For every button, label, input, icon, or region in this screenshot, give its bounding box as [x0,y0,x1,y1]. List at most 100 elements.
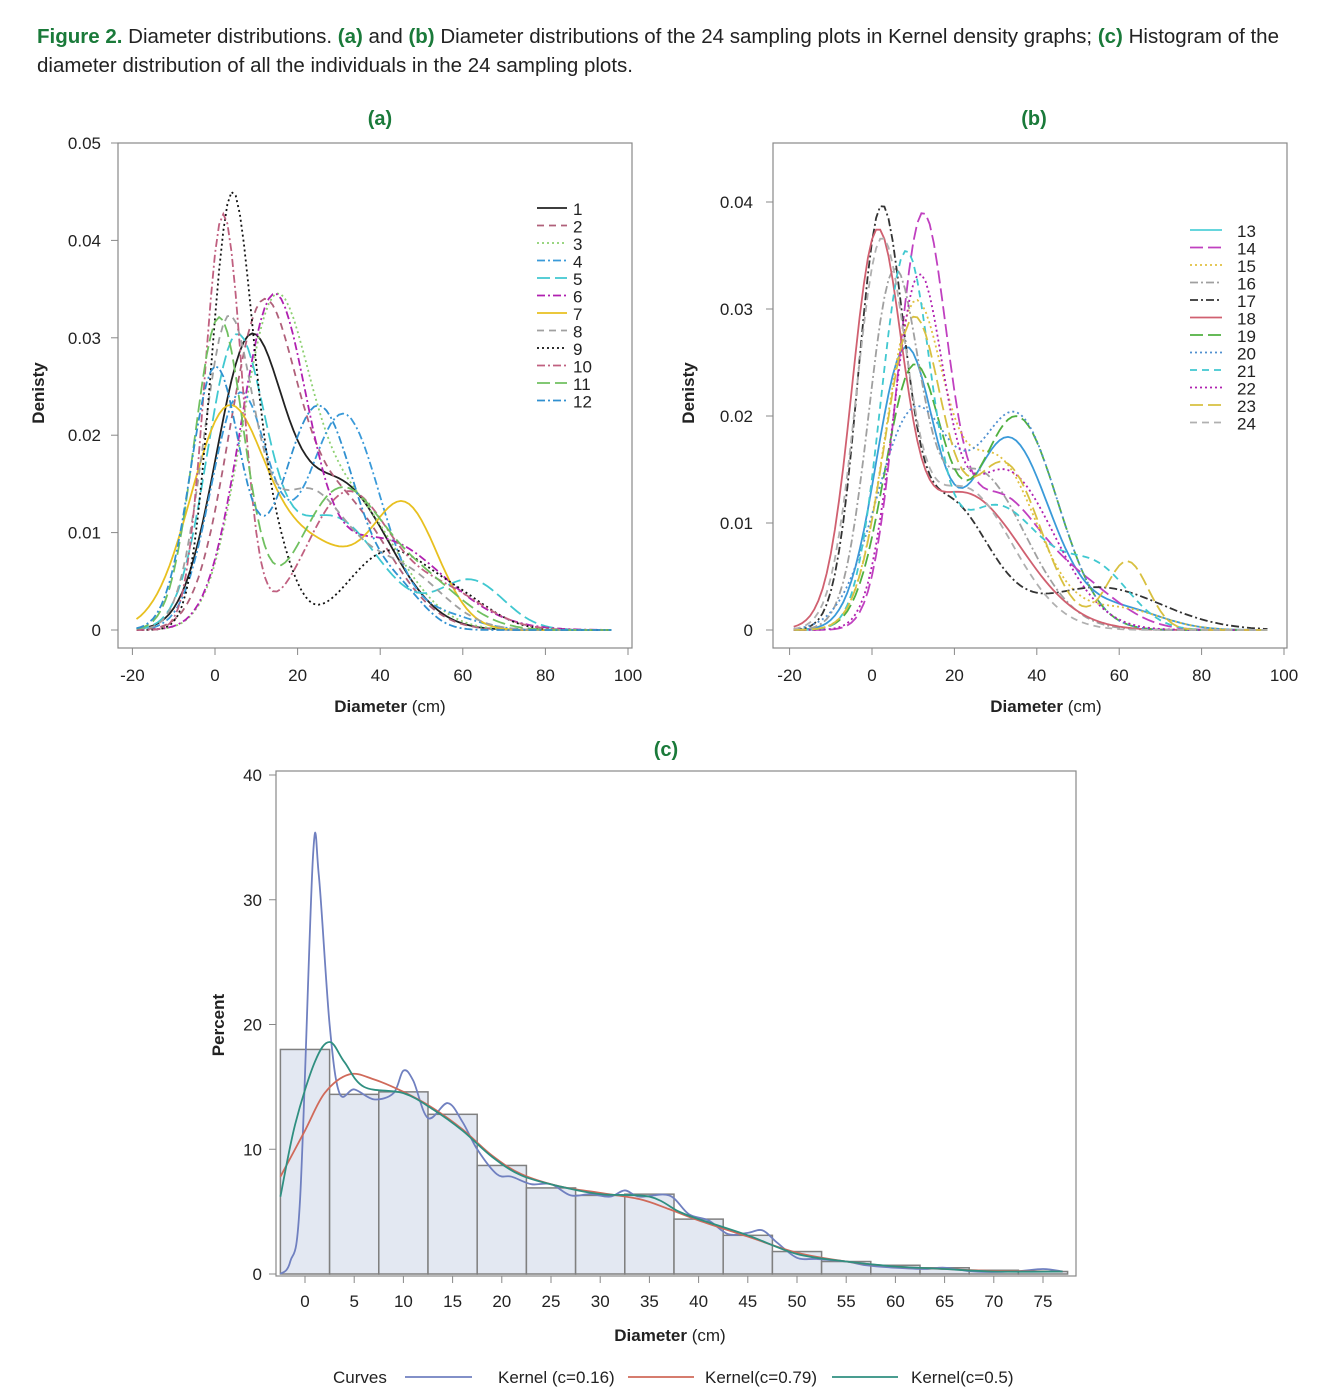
x-tick-label: 50 [788,1292,807,1311]
density-curve-9 [136,190,612,631]
x-tick-label: 40 [1027,666,1046,685]
x-tick-label: 35 [640,1292,659,1311]
figure-caption: Figure 2. Diameter distributions. (a) an… [37,22,1317,80]
x-tick-label: 80 [536,666,555,685]
x-tick-label: 55 [837,1292,856,1311]
x-tick-label: 60 [453,666,472,685]
x-tick-label: -20 [120,666,145,685]
x-tick-label: 40 [371,666,390,685]
histogram-bar [722,1234,774,1275]
density-curve-13 [793,346,1268,631]
legend-label: 12 [573,393,592,412]
panel-b-ylabel: Denisty [679,362,698,424]
legend-label: 16 [1237,275,1256,294]
caption-text: Histogram of the diameter distribution o… [37,25,1279,77]
panel-c-xlabel: Diameter (cm) [614,1326,725,1345]
x-tick-label: 5 [349,1292,358,1311]
y-tick-label: 0.03 [720,300,753,319]
y-tick-label: 10 [243,1140,262,1159]
legend-label: 23 [1237,397,1256,416]
y-tick-label: 0 [744,621,753,640]
density-curve-6 [136,293,612,631]
legend-label: 20 [1237,345,1256,364]
legend-label: 18 [1237,310,1256,329]
legend-label: 14 [1237,240,1256,259]
histogram-bar [427,1113,478,1275]
plot-frame [275,770,1077,1277]
legend-label: 10 [573,358,592,377]
density-curve-11 [136,315,612,631]
panel-b-xlabel: Diameter (cm) [990,697,1101,716]
panel-c-ylabel: Percent [209,993,228,1056]
x-tick-label: -20 [777,666,802,685]
x-tick-label: 0 [210,666,219,685]
y-tick-label: 0.02 [720,407,753,426]
legend-label: 13 [1237,222,1256,241]
caption-ref-a: (a) [337,25,363,48]
y-tick-label: 0.01 [720,514,753,533]
x-tick-label: 45 [738,1292,757,1311]
density-curve-3 [136,292,612,631]
legend-label: 2 [573,218,582,237]
x-tick-label: 60 [886,1292,905,1311]
density-curve-15 [793,299,1268,631]
y-tick-label: 0.03 [68,329,101,348]
legend-label: 21 [1237,362,1256,381]
legend-label: 1 [573,200,582,219]
panel-a-plot: -20 0 20 40 60 80 10000.010.020.030.040.051234… [68,134,642,685]
histogram-bar [378,1091,429,1275]
caption-label: Figure 2. [37,25,123,48]
panel-c-plot: 0 5 10 15 20 25 30 35 40 45 50 55 60 65 70 75 0 10 20 30 40 [243,766,1077,1311]
density-curve-23 [793,315,1268,631]
x-tick-label: 60 [1110,666,1129,685]
x-tick-label: 75 [1034,1292,1053,1311]
y-tick-label: 0.04 [720,193,753,212]
density-curve-17 [793,205,1268,631]
x-tick-label: 100 [614,666,642,685]
x-tick-label: 30 [591,1292,610,1311]
legend-label: 15 [1237,257,1256,276]
histogram-bar [574,1194,626,1275]
legend-label: 22 [1237,380,1256,399]
y-tick-label: 0.04 [68,231,101,250]
x-tick-label: 20 [288,666,307,685]
x-tick-label: 15 [443,1292,462,1311]
legend-label: 24 [1237,415,1256,434]
legend-label: 9 [573,340,582,359]
panel-a-xlabel: Diameter (cm) [334,697,445,716]
legend-label: 5 [573,270,582,289]
x-tick-label: 0 [867,666,876,685]
legend-title: Curves [333,1368,387,1387]
panel-a-title: (a) [368,108,392,130]
x-tick-label: 70 [984,1292,1003,1311]
x-tick-label: 25 [542,1292,561,1311]
density-curve-12 [136,365,612,631]
caption-ref-c: (c) [1097,25,1123,48]
x-tick-label: 10 [394,1292,413,1311]
density-curve-24 [793,237,1268,631]
plot-frame [117,142,633,649]
legend-label: 17 [1237,292,1256,311]
panel-c-title: (c) [654,739,678,761]
x-tick-label: 40 [689,1292,708,1311]
y-tick-label: 0 [253,1265,262,1284]
y-tick-label: 30 [243,891,262,910]
x-tick-label: 80 [1192,666,1211,685]
caption-ref-b: (b) [408,25,435,48]
panel-b-title: (b) [1021,108,1047,130]
y-tick-label: 0.01 [68,524,101,543]
kernel-curve [279,1041,1063,1273]
legend-label: 6 [573,288,582,307]
x-tick-label: 0 [300,1292,309,1311]
histogram-bar [328,1093,380,1275]
legend-label: Kernel (c=0.16) [498,1368,615,1387]
legend-label: 4 [573,253,582,272]
density-curve-18 [793,228,1268,631]
caption-text: Diameter distributions of the 24 samplin… [434,25,1098,48]
legend-label: 19 [1237,327,1256,346]
x-tick-label: 65 [935,1292,954,1311]
legend-label: 8 [573,323,582,342]
y-tick-label: 40 [243,766,262,785]
legend-label: 3 [573,235,582,254]
